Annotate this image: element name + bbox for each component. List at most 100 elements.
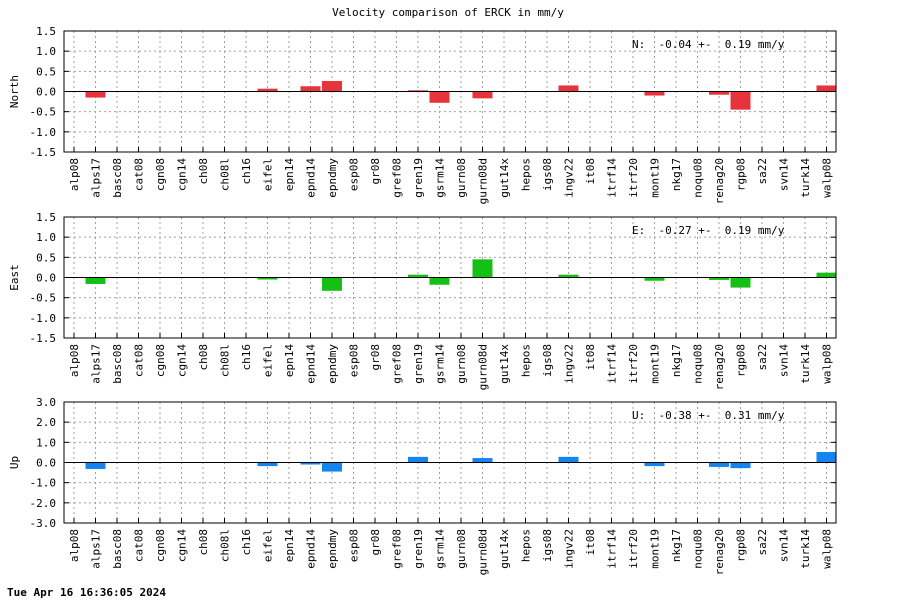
panel-north: 1.5 1.0 0.5 0.0 -0.5 -1.0 -1.5 alp08 alps17 basc0… bbox=[8, 25, 837, 204]
bar-rgp08 bbox=[730, 277, 751, 288]
y-tick-label: 1.5 bbox=[36, 211, 56, 224]
bar-gsrm14 bbox=[429, 91, 450, 103]
footer-timestamp: Tue Apr 16 16:36:05 2024 bbox=[7, 586, 166, 599]
x-tick-label: epndmy bbox=[326, 344, 339, 384]
y-tick-label: 0.0 bbox=[36, 457, 56, 470]
x-tick-label: gut14x bbox=[498, 529, 511, 569]
x-tick-label: eifel bbox=[262, 158, 275, 191]
x-tick-label: epnd14 bbox=[305, 158, 318, 198]
bar-alps17 bbox=[85, 91, 106, 98]
y-tick-label: 1.0 bbox=[36, 436, 56, 449]
x-tick-label: alps17 bbox=[90, 158, 103, 198]
bar-mont19 bbox=[644, 91, 665, 96]
x-tick-label: epndmy bbox=[326, 529, 339, 569]
x-tick-label: ingv22 bbox=[563, 158, 576, 198]
x-tick-label: cgn14 bbox=[176, 158, 189, 191]
x-tick-label: rgp08 bbox=[735, 158, 748, 191]
bar-rgp08 bbox=[730, 91, 751, 110]
y-tick-label: -1.5 bbox=[30, 146, 57, 159]
x-tick-label: turk14 bbox=[799, 158, 812, 198]
y-tick-label: 3.0 bbox=[36, 396, 56, 409]
x-tick-label: gurn08 bbox=[455, 344, 468, 384]
y-axis-label: Up bbox=[8, 456, 21, 469]
bar-eifel bbox=[257, 277, 278, 280]
x-tick-label: igs08 bbox=[541, 344, 554, 377]
x-tick-label: gsrm14 bbox=[434, 344, 447, 384]
x-tick-label: ingv22 bbox=[563, 529, 576, 569]
x-tick-label: gut14x bbox=[498, 158, 511, 198]
x-tick-label: alp08 bbox=[68, 344, 81, 377]
x-tick-label: noqu08 bbox=[692, 529, 705, 569]
x-tick-label: sa22 bbox=[756, 344, 769, 371]
bar-ingv22 bbox=[558, 85, 579, 92]
bar-walp08 bbox=[816, 85, 837, 92]
x-tick-label: renag20 bbox=[713, 344, 726, 390]
bar-walp08 bbox=[816, 452, 837, 463]
bar-renag20 bbox=[709, 277, 729, 280]
bar-epndmy bbox=[322, 462, 342, 472]
bar-renag20 bbox=[709, 462, 729, 467]
y-tick-label: -1.0 bbox=[30, 477, 57, 490]
x-tick-label: walp08 bbox=[821, 529, 834, 569]
y-tick-label: 0.5 bbox=[36, 251, 56, 264]
bar-gren19 bbox=[408, 274, 428, 278]
y-tick-label: -1.5 bbox=[30, 332, 57, 345]
x-tick-label: cgn08 bbox=[154, 529, 167, 562]
x-tick-label: svn14 bbox=[778, 158, 791, 191]
x-tick-label: ch08 bbox=[197, 529, 210, 556]
x-tick-label: ch16 bbox=[240, 529, 253, 556]
stat-text: E: -0.27 +- 0.19 mm/y bbox=[632, 224, 785, 237]
x-tick-label: esp08 bbox=[348, 158, 361, 191]
x-tick-label: basc08 bbox=[111, 344, 124, 384]
bar-alps17 bbox=[85, 462, 106, 469]
y-tick-label: -0.5 bbox=[30, 292, 57, 305]
x-tick-label: ch08 bbox=[197, 158, 210, 185]
panels-group: 1.5 1.0 0.5 0.0 -0.5 -1.0 -1.5 alp08 alps17 basc0… bbox=[8, 25, 837, 575]
bar-gsrm14 bbox=[429, 277, 450, 285]
x-tick-label: alp08 bbox=[68, 158, 81, 191]
x-tick-label: nkg17 bbox=[670, 529, 683, 562]
x-tick-label: hepos bbox=[520, 158, 533, 191]
x-tick-label: cgn14 bbox=[176, 529, 189, 562]
x-tick-label: cgn08 bbox=[154, 344, 167, 377]
bar-ingv22 bbox=[558, 274, 579, 278]
x-tick-label: alp08 bbox=[68, 529, 81, 562]
x-tick-label: epn14 bbox=[283, 158, 296, 191]
x-tick-label: renag20 bbox=[713, 529, 726, 575]
bar-gurn08d bbox=[472, 458, 493, 463]
x-tick-label: basc08 bbox=[111, 158, 124, 198]
x-tick-label: walp08 bbox=[821, 158, 834, 198]
x-tick-label: epn14 bbox=[283, 344, 296, 377]
x-tick-label: ch08l bbox=[219, 344, 232, 377]
x-tick-label: it08 bbox=[584, 529, 597, 556]
x-tick-label: gsrm14 bbox=[434, 529, 447, 569]
x-tick-label: noqu08 bbox=[692, 344, 705, 384]
y-tick-label: 1.0 bbox=[36, 45, 56, 58]
x-tick-label: itrf14 bbox=[606, 529, 619, 569]
x-tick-label: gurn08d bbox=[477, 344, 490, 390]
bar-mont19 bbox=[644, 277, 665, 281]
x-tick-label: cgn08 bbox=[154, 158, 167, 191]
y-axis-label: East bbox=[8, 264, 21, 291]
x-tick-label: hepos bbox=[520, 344, 533, 377]
x-tick-label: ingv22 bbox=[563, 344, 576, 384]
x-tick-label: gsrm14 bbox=[434, 158, 447, 198]
x-tick-label: alps17 bbox=[90, 344, 103, 384]
x-tick-label: turk14 bbox=[799, 344, 812, 384]
bar-renag20 bbox=[709, 91, 729, 95]
x-tick-label: esp08 bbox=[348, 344, 361, 377]
x-tick-label: alps17 bbox=[90, 529, 103, 569]
bar-epnd14 bbox=[300, 86, 321, 92]
x-tick-label: gurn08d bbox=[477, 158, 490, 204]
x-tick-label: gren19 bbox=[412, 344, 425, 384]
x-tick-label: igs08 bbox=[541, 158, 554, 191]
bar-walp08 bbox=[816, 272, 837, 278]
x-tick-label: ch08 bbox=[197, 344, 210, 371]
x-tick-label: svn14 bbox=[778, 529, 791, 562]
y-tick-label: 1.5 bbox=[36, 25, 56, 38]
x-tick-label: itrf14 bbox=[606, 344, 619, 384]
x-tick-label: epn14 bbox=[283, 529, 296, 562]
x-tick-label: nkg17 bbox=[670, 344, 683, 377]
x-tick-label: itrf20 bbox=[627, 344, 640, 384]
y-tick-label: -2.0 bbox=[30, 497, 57, 510]
